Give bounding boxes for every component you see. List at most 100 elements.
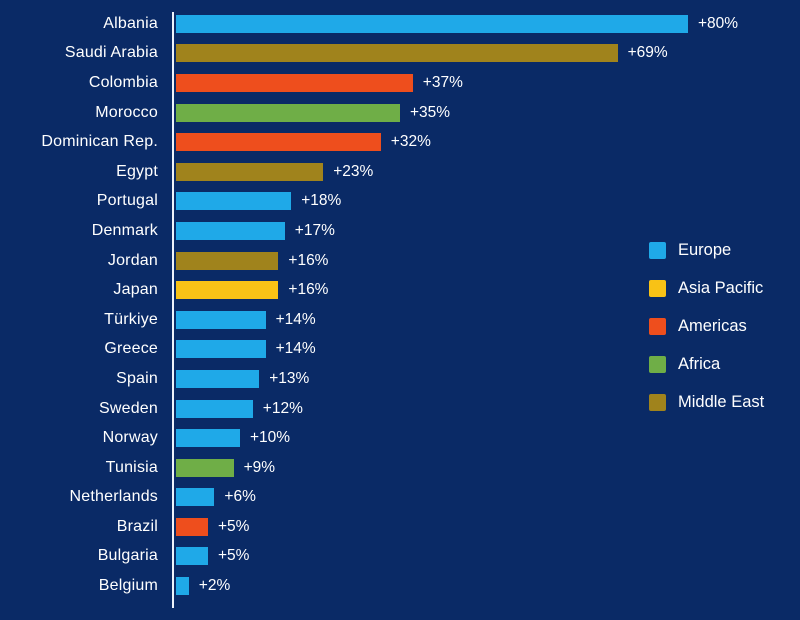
bar <box>176 221 285 240</box>
value-label: +12% <box>262 399 303 417</box>
bar <box>176 399 253 418</box>
bar-row: Brazil +5% <box>0 512 800 542</box>
legend-swatch <box>649 356 666 373</box>
category-label: Brazil <box>116 517 158 535</box>
legend-item: Americas <box>649 317 764 336</box>
bar-rows: Albania +80% Saudi Arabia +69% Colombia +37% M… <box>0 9 800 601</box>
bar <box>176 429 240 448</box>
legend-label: Africa <box>678 355 721 373</box>
category-label: Egypt <box>116 162 158 180</box>
bar <box>176 103 400 122</box>
category-label: Bulgaria <box>97 547 158 565</box>
bar-row: Dominican Rep. +32% <box>0 127 800 157</box>
value-label: +37% <box>422 73 463 91</box>
category-label: Sweden <box>98 399 158 417</box>
bar <box>176 458 234 477</box>
bar <box>176 44 618 63</box>
bar-plot-area: +12% <box>174 394 800 424</box>
bar-plot-area: +17% <box>174 216 800 246</box>
bar-row: Spain +13% <box>0 364 800 394</box>
legend-label: Americas <box>678 317 747 335</box>
legend-label: Middle East <box>678 393 765 411</box>
category-label: Japan <box>113 281 158 299</box>
category-label: Albania <box>103 14 158 32</box>
bar <box>176 517 208 536</box>
bar-row: Netherlands +6% <box>0 483 800 513</box>
category-label: Türkiye <box>104 310 158 328</box>
category-label: Belgium <box>98 577 158 595</box>
bar-row: Portugal +18% <box>0 187 800 217</box>
bar-plot-area: +6% <box>174 483 800 513</box>
legend-item: Asia Pacific <box>649 279 764 298</box>
value-label: +16% <box>288 251 329 269</box>
legend-label: Asia Pacific <box>678 279 764 297</box>
bar-plot-area: +80% <box>174 9 800 39</box>
bar-row: Morocco +35% <box>0 98 800 128</box>
bar-plot-area: +16% <box>174 246 800 276</box>
category-label: Jordan <box>107 251 158 269</box>
bar-plot-area: +14% <box>174 335 800 365</box>
legend-swatch <box>649 318 666 335</box>
bar <box>176 577 189 596</box>
legend-swatch <box>649 394 666 411</box>
bar-row: Greece +14% <box>0 335 800 365</box>
category-label: Dominican Rep. <box>41 133 158 151</box>
bar-row: Norway +10% <box>0 423 800 453</box>
bar-plot-area: +18% <box>174 187 800 217</box>
bar <box>176 14 688 33</box>
bar-plot-area: +5% <box>174 542 800 572</box>
bar-plot-area: +13% <box>174 364 800 394</box>
bar-plot-area: +32% <box>174 127 800 157</box>
value-label: +10% <box>250 429 291 447</box>
bar-row: Colombia +37% <box>0 68 800 98</box>
category-label: Norway <box>102 429 158 447</box>
bar-plot-area: +5% <box>174 512 800 542</box>
value-label: +2% <box>198 577 231 595</box>
bar <box>176 133 381 152</box>
bar-plot-area: +69% <box>174 39 800 69</box>
bar <box>176 488 215 507</box>
value-label: +13% <box>269 369 310 387</box>
bar-plot-area: +35% <box>174 98 800 128</box>
value-label: +6% <box>224 488 256 506</box>
bar-row: Japan +16% <box>0 275 800 305</box>
bar-row: Tunisia +9% <box>0 453 800 483</box>
value-label: +16% <box>288 281 329 299</box>
value-label: +5% <box>218 547 250 565</box>
category-label: Spain <box>116 369 158 387</box>
value-label: +5% <box>218 517 250 535</box>
bar-row: Belgium +2% <box>0 571 800 601</box>
bar-row: Sweden +12% <box>0 394 800 424</box>
value-label: +32% <box>390 133 431 151</box>
category-label: Colombia <box>88 73 158 91</box>
category-label: Morocco <box>95 103 158 121</box>
bar-row: Bulgaria +5% <box>0 542 800 572</box>
bar-row: Albania +80% <box>0 9 800 39</box>
bar <box>176 192 292 211</box>
legend: Europe Asia Pacific Americas Africa Middle E… <box>649 241 764 431</box>
value-label: +17% <box>294 221 335 239</box>
bar <box>176 340 266 359</box>
category-label: Greece <box>104 340 158 358</box>
category-label: Netherlands <box>69 488 158 506</box>
value-label: +69% <box>627 44 668 62</box>
category-label: Tunisia <box>105 458 158 476</box>
bar <box>176 369 260 388</box>
bar-plot-area: +9% <box>174 453 800 483</box>
value-label: +23% <box>333 162 374 180</box>
legend-label: Europe <box>678 241 732 259</box>
value-label: +35% <box>410 103 451 121</box>
bar-plot-area: +37% <box>174 68 800 98</box>
bar <box>176 73 413 92</box>
bar-plot-area: +2% <box>174 571 800 601</box>
legend-item: Middle East <box>649 393 764 412</box>
value-label: +9% <box>243 458 276 476</box>
bar <box>176 162 324 181</box>
value-label: +14% <box>275 340 316 358</box>
bar-plot-area: +16% <box>174 275 800 305</box>
bar-plot-area: +10% <box>174 423 800 453</box>
value-label: +18% <box>301 192 342 210</box>
category-label: Portugal <box>96 192 158 210</box>
category-label: Saudi Arabia <box>64 44 158 62</box>
bar <box>176 547 208 566</box>
